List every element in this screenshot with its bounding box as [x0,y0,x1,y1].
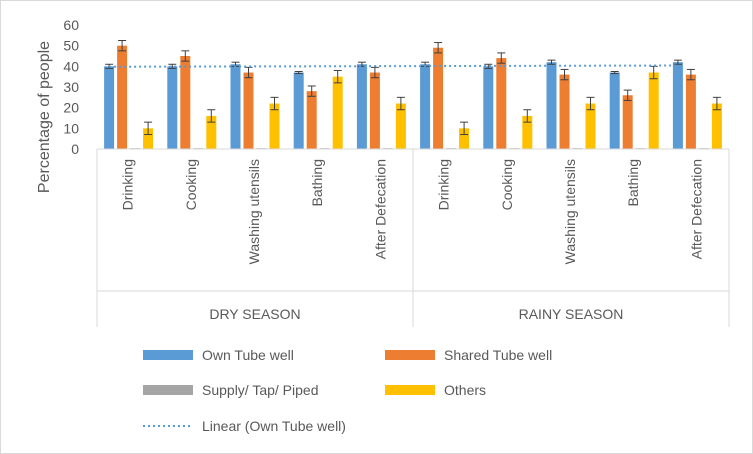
bar [433,47,444,149]
bar [483,66,494,149]
y-tick-label: 10 [63,120,79,136]
legend-label: Supply/ Tap/ Piped [202,382,319,398]
bar [293,72,304,149]
bar [167,66,178,149]
bar [180,56,191,149]
bar [206,115,217,149]
y-tick-label: 40 [63,58,79,74]
bar [559,74,570,149]
bar [230,64,241,149]
y-tick-label: 50 [63,38,79,54]
bar [117,45,128,149]
legend: Own Tube well Shared Tube well Supply/ Tap… [143,347,552,434]
bar [546,62,557,150]
legend-swatch [143,350,193,360]
bar [648,72,659,149]
trendline [109,64,678,68]
bar [459,128,470,149]
bar [243,72,254,149]
bar [711,103,722,149]
bar [269,103,280,149]
y-tick-label: 30 [63,79,79,95]
group-label: DRY SEASON [209,306,300,322]
x-tick-label: Bathing [625,159,641,206]
x-tick-label: After Defecation [372,159,388,259]
legend-label: Shared Tube well [444,347,552,363]
bar [672,62,683,150]
legend-swatch [385,385,435,395]
bar [420,64,431,149]
bar [522,115,533,149]
y-tick-label: 60 [63,17,79,33]
legend-swatch [385,350,435,360]
x-tick-label: Cooking [499,159,515,210]
legend-label: Linear (Own Tube well) [202,418,346,434]
bar [332,76,343,149]
x-tick-label: Washing utensils [562,159,578,264]
bar [496,58,507,149]
y-tick-label: 20 [63,100,79,116]
bar [609,72,620,149]
x-tick-label: After Defecation [688,159,704,259]
group-label: RAINY SEASON [519,306,624,322]
bar [356,64,367,149]
x-tick-label: Drinking [436,159,452,210]
bar [306,91,317,149]
bar [622,95,633,149]
trendline-line [109,64,678,68]
bar [585,103,596,149]
bar [685,74,696,149]
bars [104,40,722,150]
x-tick-label: Washing utensils [246,159,262,264]
legend-label: Own Tube well [202,347,294,363]
bar [104,66,115,149]
y-axis-label: Percentage of people [36,41,53,193]
y-axis: 0 10 20 30 40 50 60 [63,17,79,157]
x-axis: Drinking Cooking Washing utensils Bathing Af… [96,148,730,327]
legend-label: Others [444,382,486,398]
x-tick-label: Bathing [309,159,325,206]
bar [143,128,154,149]
y-tick-label: 0 [71,141,79,157]
bar [395,103,406,149]
x-tick-label: Drinking [120,159,136,210]
legend-swatch [143,385,193,395]
x-tick-label: Cooking [183,159,199,210]
bar [369,72,380,149]
